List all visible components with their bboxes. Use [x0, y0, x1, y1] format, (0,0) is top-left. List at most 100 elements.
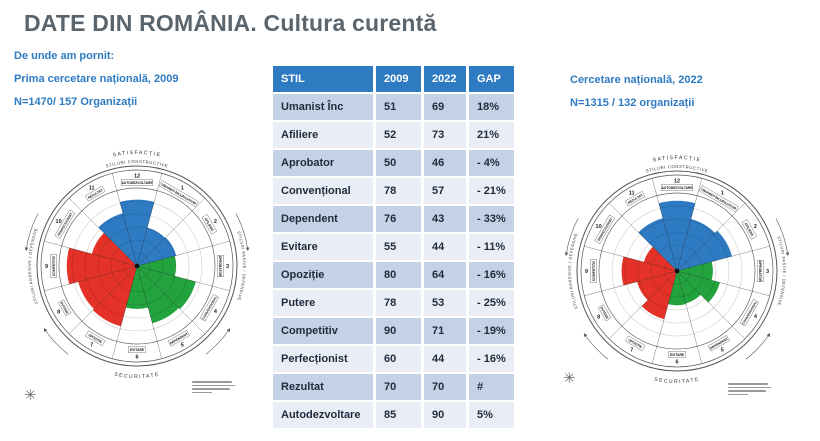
value-cell: #	[469, 374, 514, 400]
value-cell: - 21%	[469, 178, 514, 204]
wedge-Convențional	[677, 271, 720, 303]
wedge-Rezultat	[98, 213, 137, 266]
styles-comparison-table: STIL 2009 2022 GAP Umanist Înc 51 69 18% Afilie…	[270, 64, 517, 430]
hs-logo: ✳	[24, 388, 40, 403]
style-name-cell: Convențional	[273, 178, 373, 204]
table-row: Aprobator 50 46- 4%	[273, 150, 514, 176]
value-cell: - 16%	[469, 262, 514, 288]
wedge-Umanist-Încurajator	[137, 227, 166, 266]
spokes	[44, 173, 230, 359]
sector-label: OPOZIȚIE	[87, 333, 103, 345]
value-cell: 60	[376, 346, 421, 372]
table-row: Umanist Înc 51 69 18%	[273, 94, 514, 120]
grid-rings	[58, 187, 216, 345]
value-cell: 18%	[469, 94, 514, 120]
arc-arrow	[775, 218, 790, 257]
arc-arrow	[564, 218, 579, 257]
wedge-Perfecționist	[91, 232, 137, 266]
sector-number: 10	[596, 224, 602, 230]
intro-line: N=1315 / 132 organizații	[570, 97, 695, 109]
wedges	[66, 199, 196, 327]
table-header-row: STIL 2009 2022 GAP	[273, 66, 514, 92]
value-cell: - 25%	[469, 290, 514, 316]
copyright-text-block	[728, 383, 771, 397]
wedges	[621, 200, 732, 320]
wedge-Umanist-Încurajator	[677, 219, 716, 271]
wedge-Afiliere	[677, 230, 732, 271]
sector-number: 3	[766, 269, 769, 275]
sector-label: AUTODEZVOLTARE	[121, 181, 153, 185]
sector-number: 5	[721, 347, 724, 353]
style-name-cell: Autodezvoltare	[273, 402, 373, 428]
wedge-Dependent	[677, 271, 701, 304]
arc-arrow	[745, 333, 771, 360]
arc-label: SATISFACȚIE	[652, 155, 702, 164]
intro-left-block: De unde am pornit: Prima cercetare națion…	[14, 50, 178, 119]
style-name-cell: Dependent	[273, 206, 373, 232]
arc-label: SECURITATE	[114, 372, 161, 380]
style-name-cell: Opoziție	[273, 262, 373, 288]
value-cell: 71	[424, 318, 466, 344]
value-cell: 73	[424, 122, 466, 148]
value-cell: 80	[376, 262, 421, 288]
sector-number: 5	[181, 342, 184, 348]
intro-line: N=1470/ 157 Organizații	[14, 96, 138, 108]
sector-label: CONVENȚIONAL	[741, 300, 758, 325]
table-row: Evitare 55 44- 11%	[273, 234, 514, 260]
center-dot	[134, 263, 140, 269]
value-cell: - 33%	[469, 206, 514, 232]
spokes	[584, 178, 770, 364]
sector-label: AFILIERE	[743, 222, 754, 238]
arc-arrow	[583, 333, 609, 360]
value-cell: 53	[424, 290, 466, 316]
table-row: Autodezvoltare 85 90 5%	[273, 402, 514, 428]
sector-number: 11	[629, 191, 635, 197]
value-cell: 44	[424, 234, 466, 260]
sector-number: 1	[181, 186, 184, 192]
value-cell: 5%	[469, 402, 514, 428]
table-header-cell: GAP	[469, 66, 514, 92]
page-title: DATE DIN ROMÂNIA. Cultura curentă	[24, 10, 437, 36]
style-name-cell: Putere	[273, 290, 373, 316]
sector-number: 1	[721, 191, 724, 197]
value-cell: 69	[424, 94, 466, 120]
sector-label: AUTODEZVOLTARE	[661, 186, 693, 190]
style-name-cell: Rezultat	[273, 374, 373, 400]
sector-number: 9	[45, 264, 48, 270]
table-row: Perfecționist 60 44- 16%	[273, 346, 514, 372]
sector-number: 8	[57, 309, 60, 315]
sector-label: REZULTAT	[87, 188, 103, 200]
wedge-Opoziție	[641, 271, 677, 320]
value-cell: 52	[376, 122, 421, 148]
arc-label: STILURI PASIVE / DEFENSIVE	[776, 235, 787, 306]
sector-label: EVITARE	[670, 353, 685, 357]
table-header-cell: 2009	[376, 66, 421, 92]
sector-number: 10	[56, 219, 62, 225]
table-row: Rezultat 70 70 #	[273, 374, 514, 400]
sector-number: 6	[135, 355, 138, 361]
arc-arrow	[43, 328, 69, 355]
sector-number: 11	[89, 186, 95, 192]
wedge-Aprobator	[677, 261, 713, 281]
style-name-cell: Umanist Înc	[273, 94, 373, 120]
value-cell: 46	[424, 150, 466, 176]
wedge-Convențional	[137, 266, 196, 310]
wedge-Autodezvoltare	[119, 199, 155, 266]
sector-label: OPOZIȚIE	[627, 338, 643, 350]
table-row: Dependent 76 43- 33%	[273, 206, 514, 232]
value-cell: 70	[376, 374, 421, 400]
style-name-cell: Evitare	[273, 234, 373, 260]
wedge-Evitare	[125, 266, 149, 309]
value-cell: 50	[376, 150, 421, 176]
sector-number: 7	[90, 342, 93, 348]
intro-line: De unde am pornit:	[14, 50, 115, 62]
intro-right-block: Cercetare națională, 2022 N=1315 / 132 or…	[570, 74, 703, 120]
value-cell: - 16%	[469, 346, 514, 372]
wedge-Afiliere	[137, 237, 177, 266]
table-header-cell: 2022	[424, 66, 466, 92]
value-cell: 51	[376, 94, 421, 120]
wedge-Perfecționist	[643, 246, 677, 271]
